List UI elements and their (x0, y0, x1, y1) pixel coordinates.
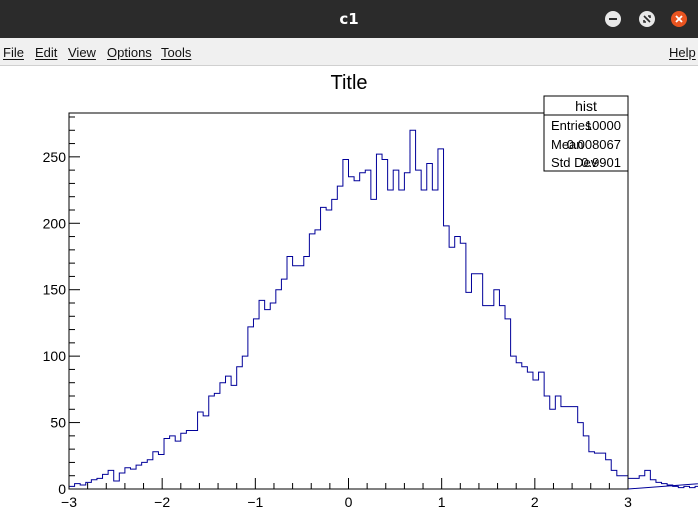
menu-view[interactable]: View (68, 45, 96, 60)
stats-box[interactable]: hist Entries 10000 Mean 0.008067 Std Dev… (543, 95, 629, 172)
menu-help[interactable]: Help (669, 45, 696, 60)
maximize-icon (643, 15, 651, 23)
menu-edit[interactable]: Edit (35, 45, 58, 60)
close-button[interactable] (671, 11, 687, 27)
menu-options[interactable]: Options (107, 45, 152, 60)
minimize-button[interactable] (605, 11, 621, 27)
y-tick-label: 250 (43, 149, 67, 165)
y-tick-label: 0 (58, 481, 66, 497)
menu-tools[interactable]: Tools (161, 45, 192, 60)
canvas[interactable]: Title −3 −2 −1 0 1 2 3 0 50 100 150 200 250 hist Ent… (0, 66, 698, 517)
close-icon (675, 15, 683, 23)
stats-value-mean: 0.008067 (567, 137, 621, 152)
x-tick-label: 1 (438, 494, 446, 510)
menu-file[interactable]: File (3, 45, 24, 60)
stats-label-mean: Mean (551, 137, 584, 152)
stats-value-stddev: 0.9901 (581, 155, 621, 170)
histogram-series-hist (68, 129, 698, 490)
histogram-chart[interactable]: Title −3 −2 −1 0 1 2 3 0 50 100 150 200 250 hist Ent… (0, 66, 698, 517)
x-tick-label: −2 (154, 494, 170, 510)
window-title: c1 (339, 10, 359, 28)
stats-label-entries: Entries (551, 118, 592, 133)
x-tick-label: 2 (531, 494, 539, 510)
window-titlebar[interactable]: c1 (0, 0, 698, 38)
stats-value-entries: 10000 (585, 118, 621, 133)
menu-bar: File Edit View Options Tools Help (0, 38, 698, 66)
x-tick-label: −3 (61, 494, 77, 510)
y-tick-label: 50 (50, 415, 66, 431)
chart-title: Title (330, 72, 367, 94)
x-tick-label: 3 (624, 494, 632, 510)
y-tick-label: 150 (43, 282, 67, 298)
y-tick-label: 200 (43, 215, 67, 231)
y-tick-label: 100 (43, 348, 67, 364)
stats-box-title: hist (575, 98, 597, 114)
maximize-button[interactable] (639, 11, 655, 27)
minimize-icon (609, 18, 617, 20)
x-tick-label: −1 (247, 494, 263, 510)
x-tick-label: 0 (345, 494, 353, 510)
stats-label-stddev: Std Dev (551, 155, 598, 170)
stats-box-frame (543, 95, 629, 172)
